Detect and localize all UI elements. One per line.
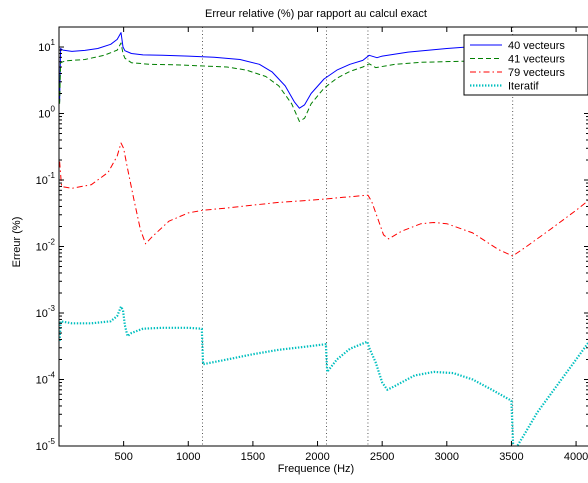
x-tick-label: 2000 [305, 451, 329, 463]
y-tick-label: 100 [38, 105, 55, 121]
x-tick-label: 4000 [564, 451, 588, 463]
legend-label: 41 vecteurs [508, 54, 565, 66]
series-line [59, 142, 588, 257]
y-tick-label: 10-1 [36, 171, 56, 187]
y-tick-label: 101 [38, 38, 55, 54]
series-layer [59, 32, 588, 446]
y-tick-label: 10-4 [36, 371, 56, 387]
x-tick-label: 1500 [241, 451, 265, 463]
legend-label: 40 vecteurs [508, 40, 565, 52]
x-axis-label: Frequence (Hz) [278, 463, 354, 475]
y-axis-label: Erreur (%) [11, 217, 23, 268]
series-line [59, 32, 588, 109]
x-tick-label: 3000 [435, 451, 459, 463]
x-tick-label: 500 [114, 451, 132, 463]
legend-label: Iteratif [508, 81, 540, 93]
y-tick-label: 10-5 [36, 437, 56, 453]
chart-title: Erreur relative (%) par rapport au calcu… [205, 8, 427, 20]
series-line [59, 42, 588, 122]
series-line [59, 305, 588, 446]
x-tick-label: 2500 [370, 451, 394, 463]
y-tick-label: 10-2 [36, 238, 56, 254]
y-tick-label: 10-3 [36, 304, 56, 320]
plot-frame [58, 26, 588, 447]
x-tick-label: 3500 [499, 451, 523, 463]
legend-label: 79 vecteurs [508, 67, 565, 79]
x-tick-label: 1000 [176, 451, 200, 463]
